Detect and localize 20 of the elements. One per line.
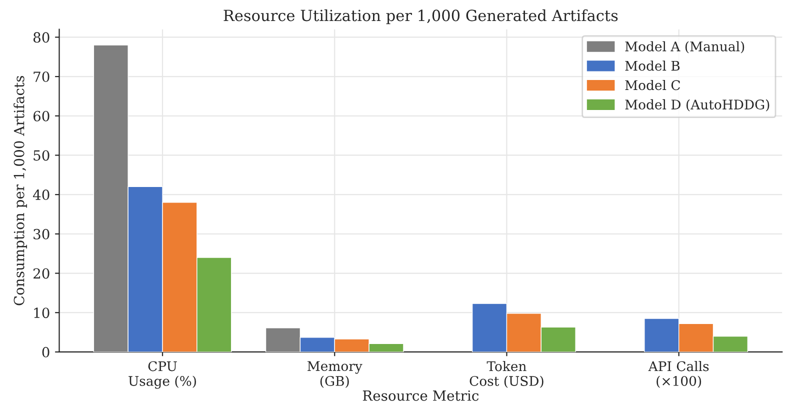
- y-tick-label: 70: [34, 72, 50, 82]
- y-tick-label: 80: [33, 32, 50, 43]
- x-tick-label: Token Cost (USD): [470, 360, 544, 388]
- y-tick-label: 0: [42, 346, 50, 358]
- y-tick-label: 60: [33, 110, 50, 122]
- y-axis-title: Consumption per 1,000 Artifacts: [14, 76, 27, 306]
- legend-label: Model B: [625, 60, 680, 71]
- x-tick-label: API Calls (×100): [648, 360, 709, 388]
- y-tick-label: 10: [34, 308, 50, 318]
- legend-label: Model A (Manual): [625, 41, 744, 54]
- y-tick-label: 30: [34, 228, 50, 240]
- y-tick-label: 40: [32, 190, 50, 200]
- legend-label: Model D (AutoHDDG): [625, 99, 770, 112]
- x-tick-label: Memory (GB): [308, 361, 362, 388]
- chart-title: Resource Utilization per 1,000 Generated Artifacts: [224, 9, 618, 24]
- x-axis-title: Resource Metric: [362, 390, 479, 401]
- y-tick-label: 50: [34, 150, 50, 161]
- legend-label: Model C: [625, 80, 680, 90]
- x-tick-label: CPU Usage (%): [128, 361, 196, 389]
- y-tick-label: 20: [33, 268, 50, 279]
